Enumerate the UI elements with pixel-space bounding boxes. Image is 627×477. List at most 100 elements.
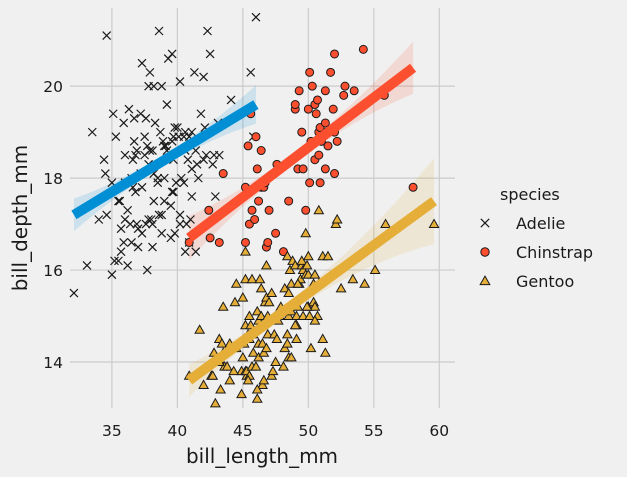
data-point-gentoo bbox=[255, 282, 267, 293]
data-point-adelie bbox=[154, 26, 164, 36]
data-point-chinstrap bbox=[247, 205, 257, 215]
data-point-gentoo bbox=[335, 282, 347, 293]
data-point-chinstrap bbox=[339, 90, 349, 100]
data-point-gentoo bbox=[277, 361, 289, 371]
regression-line-gentoo bbox=[186, 197, 438, 385]
data-point-adelie bbox=[111, 132, 121, 142]
data-point-gentoo bbox=[246, 273, 258, 284]
data-point-adelie bbox=[170, 123, 180, 132]
data-point-gentoo bbox=[380, 218, 392, 229]
data-point-gentoo bbox=[229, 296, 241, 307]
y-tick-label: 20 bbox=[43, 78, 63, 96]
data-point-chinstrap bbox=[315, 178, 325, 188]
data-point-adelie bbox=[172, 123, 182, 132]
data-point-chinstrap bbox=[214, 237, 224, 247]
data-point-gentoo bbox=[221, 361, 233, 371]
x-axis-ticks: 35 40 45 50 55 60 bbox=[102, 422, 449, 440]
data-point-adelie bbox=[99, 155, 109, 165]
data-point-chinstrap bbox=[264, 205, 274, 215]
data-point-gentoo bbox=[255, 310, 267, 320]
legend-label-gentoo: Gentoo bbox=[516, 272, 574, 291]
data-point-adelie bbox=[187, 192, 197, 201]
data-point-gentoo bbox=[309, 315, 321, 325]
data-point-chinstrap bbox=[297, 127, 307, 137]
data-point-gentoo bbox=[330, 218, 342, 229]
data-point-gentoo bbox=[245, 319, 257, 330]
data-point-adelie bbox=[110, 256, 119, 266]
data-point-gentoo bbox=[291, 333, 303, 343]
y-axis-ticks: 14 16 18 20 bbox=[43, 78, 63, 372]
data-point-gentoo bbox=[263, 296, 275, 307]
data-point-gentoo bbox=[217, 301, 229, 311]
data-point-adelie bbox=[120, 150, 130, 160]
data-point-adelie bbox=[214, 150, 224, 160]
data-point-adelie bbox=[119, 238, 129, 247]
data-point-gentoo bbox=[237, 351, 249, 362]
data-point-adelie bbox=[193, 173, 203, 183]
data-point-gentoo bbox=[262, 328, 274, 339]
data-point-adelie bbox=[114, 256, 123, 266]
data-point-adelie bbox=[125, 219, 135, 229]
data-point-adelie bbox=[128, 155, 138, 165]
data-point-gentoo bbox=[313, 204, 325, 215]
data-point-gentoo bbox=[302, 250, 314, 261]
x-tick-label: 45 bbox=[233, 422, 253, 440]
data-point-gentoo bbox=[242, 374, 254, 385]
data-point-adelie bbox=[170, 228, 180, 238]
data-point-adelie bbox=[179, 178, 189, 188]
data-point-adelie bbox=[205, 49, 215, 59]
data-point-chinstrap bbox=[358, 44, 368, 54]
data-point-adelie bbox=[145, 146, 155, 155]
data-point-gentoo bbox=[247, 347, 259, 357]
data-point-gentoo bbox=[285, 351, 297, 362]
data-point-gentoo bbox=[305, 342, 317, 353]
data-point-adelie bbox=[116, 224, 126, 234]
x-axis-label: bill_length_mm bbox=[186, 444, 338, 468]
data-point-gentoo bbox=[240, 273, 251, 284]
data-point-gentoo bbox=[309, 269, 321, 279]
data-point-chinstrap bbox=[328, 104, 338, 114]
data-point-adelie bbox=[69, 288, 79, 298]
data-point-adelie bbox=[148, 219, 157, 229]
data-point-adelie bbox=[150, 118, 160, 128]
data-point-adelie bbox=[100, 169, 110, 178]
data-point-chinstrap bbox=[408, 182, 418, 192]
data-point-gentoo bbox=[304, 310, 316, 320]
data-point-gentoo bbox=[253, 351, 265, 362]
data-point-adelie bbox=[203, 26, 212, 36]
data-point-adelie bbox=[167, 49, 177, 59]
data-point-gentoo bbox=[257, 379, 268, 389]
data-points bbox=[69, 12, 440, 408]
data-point-gentoo bbox=[285, 278, 297, 288]
data-point-adelie bbox=[107, 270, 117, 280]
data-point-gentoo bbox=[347, 273, 359, 284]
data-point-gentoo bbox=[240, 246, 251, 256]
data-point-adelie bbox=[201, 150, 211, 160]
data-point-gentoo bbox=[309, 301, 321, 311]
data-point-adelie bbox=[131, 187, 140, 197]
regression-lines bbox=[71, 63, 438, 385]
data-point-gentoo bbox=[331, 213, 343, 224]
data-point-gentoo bbox=[266, 370, 278, 380]
data-point-gentoo bbox=[317, 333, 329, 343]
data-point-chinstrap bbox=[349, 86, 359, 96]
legend-title: species bbox=[500, 185, 560, 204]
legend-label-adelie: Adelie bbox=[516, 214, 565, 233]
x-tick-label: 50 bbox=[298, 422, 318, 440]
data-point-gentoo bbox=[230, 278, 242, 288]
data-point-gentoo bbox=[279, 342, 291, 353]
data-point-chinstrap bbox=[330, 49, 340, 59]
data-point-adelie bbox=[157, 81, 167, 91]
data-point-gentoo bbox=[300, 227, 312, 238]
data-point-gentoo bbox=[297, 310, 309, 320]
data-point-gentoo bbox=[236, 388, 248, 399]
data-point-chinstrap bbox=[218, 169, 228, 179]
data-point-gentoo bbox=[266, 287, 278, 298]
data-point-gentoo bbox=[301, 301, 313, 311]
data-point-chinstrap bbox=[303, 104, 313, 114]
data-point-adelie bbox=[82, 261, 92, 270]
data-point-gentoo bbox=[207, 370, 219, 380]
data-point-gentoo bbox=[216, 338, 228, 348]
data-point-chinstrap bbox=[251, 132, 261, 142]
